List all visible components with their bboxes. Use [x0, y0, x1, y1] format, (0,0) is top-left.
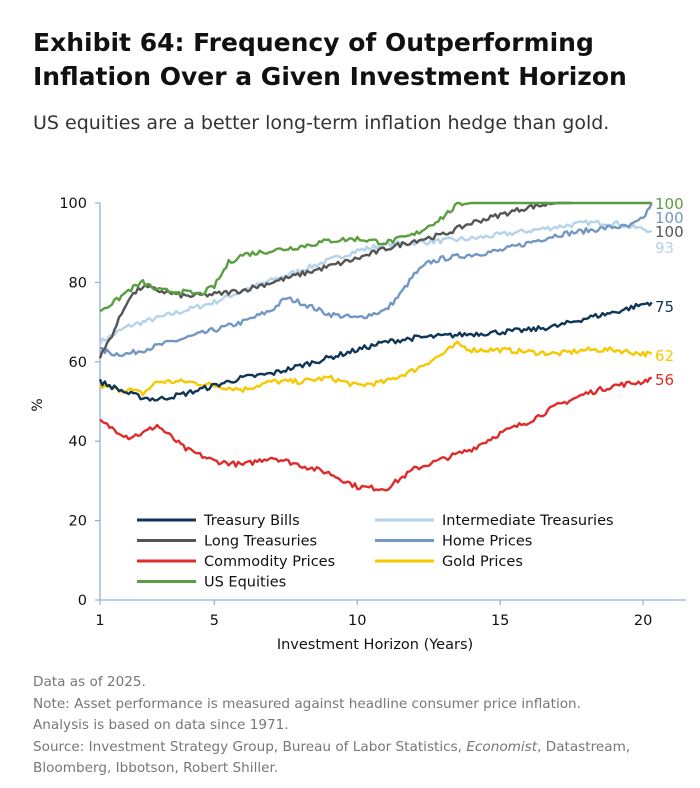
chart-subtitle: US equities are a better long-term infla…	[33, 112, 610, 134]
series-lines	[98, 201, 653, 492]
chart-notes: Data as of 2025. Note: Asset performance…	[33, 672, 693, 780]
legend-label: Gold Prices	[442, 554, 523, 570]
x-tick-label: 1	[95, 613, 104, 629]
end-label: 100	[655, 195, 684, 213]
x-axis-label: Investment Horizon (Years)	[277, 637, 473, 653]
note-source: Source: Investment Strategy Group, Burea…	[33, 737, 693, 759]
end-label: 100	[655, 223, 684, 241]
source-suffix: , Datastream,	[537, 738, 631, 755]
series-line-home-prices	[99, 202, 653, 358]
legend-label: Long Treasuries	[204, 534, 317, 550]
y-tick-label: 0	[78, 593, 87, 609]
note-method: Note: Asset performance is measured agai…	[33, 695, 581, 712]
chart-title: Exhibit 64: Frequency of Outperforming I…	[33, 26, 673, 94]
x-tick-label: 5	[210, 613, 219, 629]
note-date: Data as of 2025.	[33, 674, 146, 690]
y-axis-label: %	[30, 398, 46, 411]
end-label: 100	[655, 209, 684, 227]
legend-label: Intermediate Treasuries	[442, 513, 614, 529]
legend-label: Commodity Prices	[204, 554, 335, 570]
end-label: 75	[655, 298, 674, 316]
x-tick-label: 20	[634, 613, 652, 629]
title-line-2: Inflation Over a Given Investment Horizo…	[33, 62, 627, 91]
series-line-treasury-bills	[98, 301, 653, 402]
source-prefix: Source: Investment Strategy Group, Burea…	[33, 738, 467, 755]
source-italic: Economist	[466, 738, 538, 755]
series-line-long-treasuries	[98, 201, 572, 359]
series-line-intermediate-treasuries	[98, 219, 653, 345]
y-tick-label: 60	[69, 355, 87, 371]
end-label: 62	[655, 347, 674, 365]
y-tick-label: 40	[69, 434, 87, 450]
legend-label: US Equities	[204, 575, 286, 591]
series-line-commodity-prices	[99, 376, 653, 492]
legend-label: Treasury Bills	[203, 513, 300, 529]
note-source-cont: Bloomberg, Ibbotson, Robert Shiller.	[33, 760, 279, 776]
legend-label: Home Prices	[442, 534, 532, 550]
title-line-1: Exhibit 64: Frequency of Outperforming	[33, 28, 594, 57]
end-label: 93	[655, 239, 674, 257]
x-tick-label: 15	[491, 613, 509, 629]
end-label: 56	[655, 371, 674, 389]
series-line-us-equities	[99, 201, 652, 313]
y-tick-label: 20	[69, 514, 87, 530]
x-tick-label: 10	[348, 613, 366, 629]
y-tick-label: 80	[69, 275, 87, 291]
note-analysis: Analysis is based on data since 1971.	[33, 717, 289, 733]
series-line-gold-prices	[98, 340, 653, 397]
legend: Treasury Bills Intermediate Treasuries Lon…	[137, 513, 614, 591]
y-tick-label: 100	[59, 196, 87, 212]
